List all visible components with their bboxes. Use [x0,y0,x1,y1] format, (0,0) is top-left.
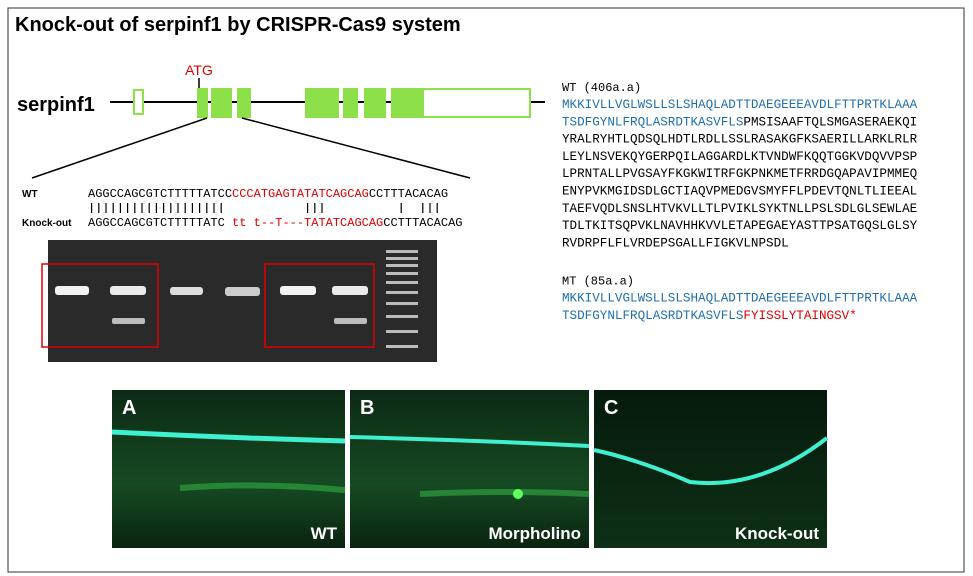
row-label: WT [22,189,38,200]
frame [7,7,965,573]
sequence-segment: tt t--T---TATATCAGCAG [225,216,383,230]
panel-label: Knock-out [735,524,819,543]
panel-label: Morpholino [488,524,581,543]
protein-sequence: TAEFVQDLSNSLHTVKVLLTLPVIKLSYKTNLLPSLSDLG… [562,202,917,216]
protein-sequence: MKKIVLLVGLWSLLSLSHAQLADTTDAEGEEEAVDLFTTP… [562,292,918,306]
protein-sequence: TSDFGYNLFRQLASRDTKASVFLSFYISSLYTAINGSV* [562,309,857,323]
start-codon: ATG [185,62,213,78]
panel-letter: B [360,397,374,419]
sequence-segment: CCTTTACACAG [369,187,448,201]
dna-sequence: AGGCCAGCGTCTTTTTATCCCCCATGAGTATATCAGCAGC… [88,187,448,201]
gel [41,240,437,362]
panel-letter: C [604,397,618,419]
row-label: Knock-out [22,218,72,229]
sequence-segment: AGGCCAGCGTCTTTTTATCC [88,187,232,201]
protein-sequence: MKKIVLLVGLWSLLSLSHAQLADTTDAEGEEEAVDLFTTP… [562,98,918,112]
dna-sequence: AGGCCAGCGTCTTTTTATC tt t--T---TATATCAGCA… [88,216,462,230]
panel-label: WT [311,524,338,543]
sequence-segment: TSDFGYNLFRQLASRDTKASVFLS [562,115,743,129]
protein-label: MT (85a.a) [562,275,634,289]
panel-images [111,390,829,548]
sequence-segment: MKKIVLLVGLWSLLSLSHAQLADTTDAEGEEEAVDLFTTP… [562,98,918,112]
protein-label: WT (406a.a) [562,81,641,95]
sequence-segment: TSDFGYNLFRQLASRDTKASVFLS [562,309,743,323]
sequence-segment: MKKIVLLVGLWSLLSLSHAQLADTTDAEGEEEAVDLFTTP… [562,292,918,306]
match-bars [90,203,438,213]
protein-sequence: ENYPVKMGIDSDLGCTIAQVPMEDGVSMYFFLPDEVTQNL… [562,185,917,199]
sequence-segment: TDLTKITSQPVKLNAVHHKVVLETAPEGAEYASTTPSATG… [562,219,918,233]
protein-sequence: LPRNTALLPVGSAYFKGKWITRFGKPNKMETFRRDGQAPA… [562,167,917,181]
sequence-segment: CCCATGAGTATATCAGCAG [232,187,369,201]
sequence-segment: YRALRYHTLQDSQLHDTLRDLLSSLRASAKGFKSAERILL… [562,133,918,147]
protein-sequence: RVDRPFLFLVRDEPSGALLFIGKVLNPSDL [562,236,789,250]
sequence-segment: LEYLNSVEKQYGERPQILAGGARDLKTVNDWFKQQTGGKV… [562,150,917,164]
sequence-segment: LPRNTALLPVGSAYFKGKWITRFGKPNKMETFRRDGQAPA… [562,167,917,181]
sequence-segment: FYISSLYTAINGSV* [743,309,856,323]
protein-sequence: TSDFGYNLFRQLASRDTKASVFLSPMSISAAFTQLSMGAS… [562,115,917,129]
sequence-segment: CCTTTACACAG [383,216,462,230]
panel-letter: A [122,397,136,419]
sequence-segment: TAEFVQDLSNSLHTVKVLLTLPVIKLSYKTNLLPSLSDLG… [562,202,917,216]
gene-diagram [31,78,545,179]
gene-name: serpinf1 [17,94,95,116]
protein-sequence: YRALRYHTLQDSQLHDTLRDLLSSLRASAKGFKSAERILL… [562,133,918,147]
protein-sequence: TDLTKITSQPVKLNAVHHKVVLETAPEGAEYASTTPSATG… [562,219,918,233]
sequence-segment: ENYPVKMGIDSDLGCTIAQVPMEDGVSMYFFLPDEVTQNL… [562,185,917,199]
sequence-segment: PMSISAAFTQLSMGASERAEKQI [743,115,917,129]
sequence-segment: AGGCCAGCGTCTTTTTATC [88,216,225,230]
title: Knock-out of serpinf1 by CRISPR-Cas9 sys… [15,14,461,36]
protein-sequence: LEYLNSVEKQYGERPQILAGGARDLKTVNDWFKQQTGGKV… [562,150,917,164]
sequence-segment: RVDRPFLFLVRDEPSGALLFIGKVLNPSDL [562,236,789,250]
